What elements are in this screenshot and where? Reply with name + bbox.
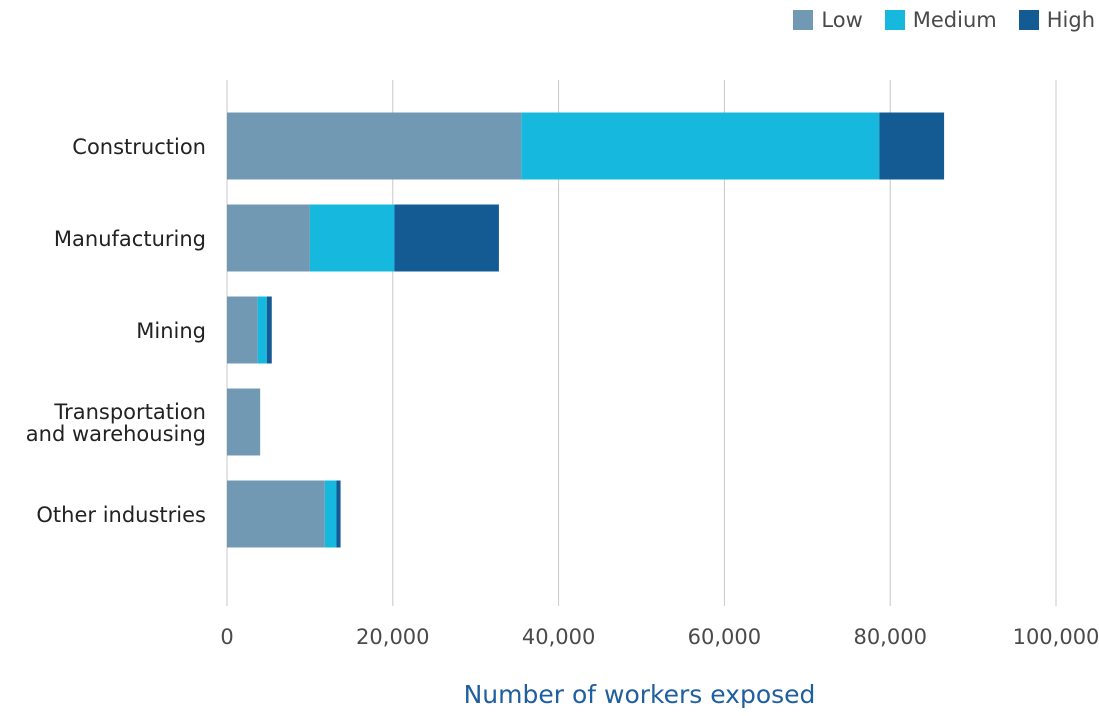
x-tick-label: 80,000 <box>853 625 926 649</box>
x-tick-labels: 0 20,000 40,000 60,000 80,000 100,000 <box>220 625 1099 649</box>
bar-segment-low <box>227 388 261 456</box>
bar-segment-medium <box>324 480 337 548</box>
bar-segment-low <box>227 480 325 548</box>
bar-segment-medium <box>309 204 395 272</box>
legend: Low Medium High <box>793 8 1095 32</box>
category-label-line: and warehousing <box>26 422 206 446</box>
legend-item-medium: Medium <box>884 8 997 32</box>
legend-swatch-low <box>793 10 814 30</box>
x-tick-label: 20,000 <box>356 625 429 649</box>
category-label: Transportation and warehousing <box>26 400 206 446</box>
legend-label-low: Low <box>821 8 863 32</box>
category-labels: Construction Manufacturing Mining Transport… <box>26 135 206 527</box>
bar-segment-high <box>879 112 945 180</box>
category-label: Other industries <box>36 503 206 527</box>
category-label: Mining <box>136 319 206 343</box>
bar-segment-low <box>227 204 310 272</box>
bar-segment-medium <box>257 296 267 364</box>
legend-swatch-medium <box>884 10 905 30</box>
bars <box>227 112 945 548</box>
x-tick-label: 60,000 <box>688 625 761 649</box>
category-label-line: Construction <box>72 135 206 159</box>
bar-segment-low <box>227 112 522 180</box>
category-label-line: Mining <box>136 319 206 343</box>
legend-label-medium: Medium <box>912 8 997 32</box>
x-tick-label: 0 <box>220 625 233 649</box>
x-tick-label: 100,000 <box>1013 625 1099 649</box>
category-label-line: Transportation <box>53 400 206 424</box>
legend-swatch-high <box>1018 10 1039 30</box>
bar-segment-low <box>227 296 258 364</box>
x-axis-label: Number of workers exposed <box>463 680 816 709</box>
legend-item-high: High <box>1018 8 1095 32</box>
bar-segment-high <box>394 204 499 272</box>
category-label: Manufacturing <box>54 227 206 251</box>
bar-segment-medium <box>521 112 880 180</box>
bar-segment-high <box>266 296 272 364</box>
legend-label-high: High <box>1046 8 1095 32</box>
category-label-line: Other industries <box>36 503 206 527</box>
x-tick-label: 40,000 <box>522 625 595 649</box>
bar-segment-high <box>336 480 341 548</box>
legend-item-low: Low <box>793 8 863 32</box>
category-label: Construction <box>72 135 206 159</box>
category-label-line: Manufacturing <box>54 227 206 251</box>
